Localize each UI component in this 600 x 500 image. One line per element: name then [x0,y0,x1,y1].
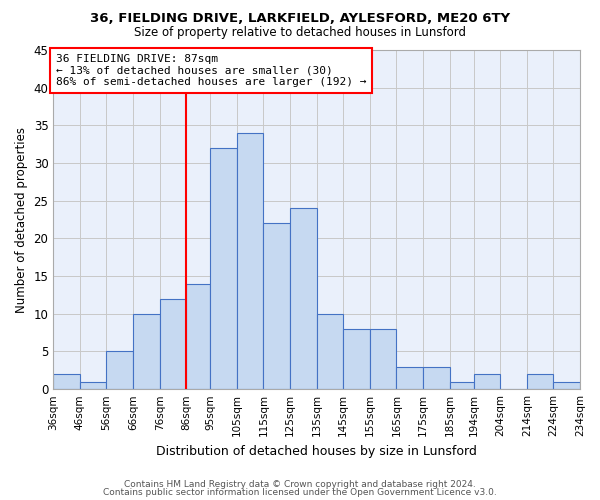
Bar [290,208,317,389]
Bar [237,133,263,389]
Bar [160,298,186,389]
X-axis label: Distribution of detached houses by size in Lunsford: Distribution of detached houses by size … [156,444,477,458]
Bar [317,314,343,389]
Bar [133,314,160,389]
Bar [553,382,580,389]
Bar [423,366,449,389]
Bar [397,366,423,389]
Bar [53,374,80,389]
Text: 36 FIELDING DRIVE: 87sqm
← 13% of detached houses are smaller (30)
86% of semi-d: 36 FIELDING DRIVE: 87sqm ← 13% of detach… [56,54,367,87]
Bar [473,374,500,389]
Bar [343,329,370,389]
Text: Contains HM Land Registry data © Crown copyright and database right 2024.: Contains HM Land Registry data © Crown c… [124,480,476,489]
Bar [449,382,473,389]
Text: Size of property relative to detached houses in Lunsford: Size of property relative to detached ho… [134,26,466,39]
Bar [80,382,106,389]
Bar [370,329,397,389]
Bar [527,374,553,389]
Bar [186,284,210,389]
Bar [106,352,133,389]
Bar [210,148,237,389]
Y-axis label: Number of detached properties: Number of detached properties [15,126,28,312]
Text: Contains public sector information licensed under the Open Government Licence v3: Contains public sector information licen… [103,488,497,497]
Text: 36, FIELDING DRIVE, LARKFIELD, AYLESFORD, ME20 6TY: 36, FIELDING DRIVE, LARKFIELD, AYLESFORD… [90,12,510,26]
Bar [263,224,290,389]
